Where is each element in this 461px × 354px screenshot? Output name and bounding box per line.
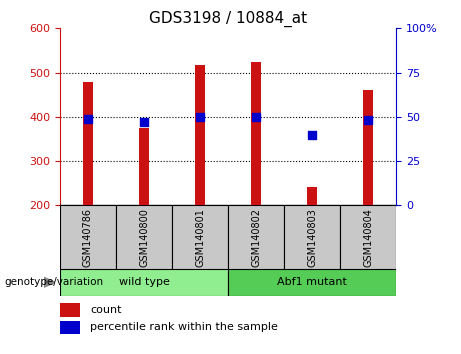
Bar xyxy=(195,65,205,205)
Bar xyxy=(251,62,261,205)
Text: count: count xyxy=(90,305,122,315)
Text: wild type: wild type xyxy=(118,277,170,287)
Bar xyxy=(139,128,149,205)
Text: GSM140801: GSM140801 xyxy=(195,208,205,267)
Bar xyxy=(83,82,93,205)
Point xyxy=(196,114,204,120)
Point xyxy=(365,118,372,123)
Text: percentile rank within the sample: percentile rank within the sample xyxy=(90,322,278,332)
Bar xyxy=(60,321,80,334)
Point xyxy=(309,132,316,137)
Text: GSM140800: GSM140800 xyxy=(139,208,149,267)
Text: GSM140802: GSM140802 xyxy=(251,208,261,267)
Text: genotype/variation: genotype/variation xyxy=(5,277,104,287)
Bar xyxy=(60,303,80,317)
Bar xyxy=(60,205,116,269)
Point xyxy=(140,119,148,125)
Bar xyxy=(284,205,340,269)
Bar xyxy=(340,205,396,269)
Bar xyxy=(363,90,373,205)
Text: GSM140803: GSM140803 xyxy=(307,208,317,267)
Text: GSM140786: GSM140786 xyxy=(83,208,93,267)
Polygon shape xyxy=(44,278,55,287)
Text: GSM140804: GSM140804 xyxy=(363,208,373,267)
Point xyxy=(84,116,92,121)
Bar xyxy=(60,269,228,296)
Text: Abf1 mutant: Abf1 mutant xyxy=(278,277,347,287)
Bar xyxy=(228,205,284,269)
Title: GDS3198 / 10884_at: GDS3198 / 10884_at xyxy=(149,11,307,27)
Bar xyxy=(307,187,317,205)
Bar xyxy=(172,205,228,269)
Point xyxy=(253,114,260,120)
Bar xyxy=(228,269,396,296)
Bar xyxy=(116,205,172,269)
